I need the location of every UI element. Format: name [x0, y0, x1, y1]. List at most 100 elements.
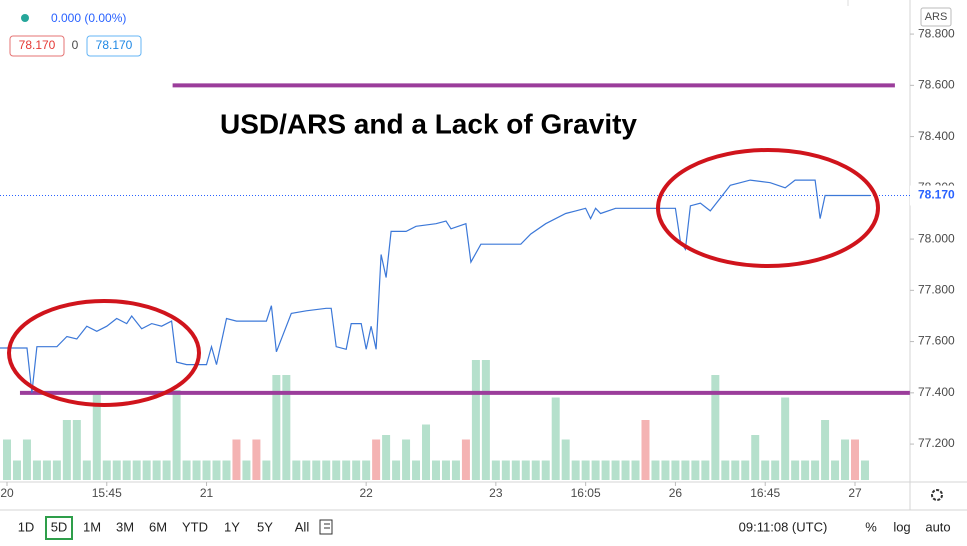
- x-tick-label: 21: [200, 486, 214, 500]
- range-button[interactable]: 1D: [18, 519, 35, 534]
- volume-bar: [491, 460, 500, 480]
- x-tick-label: 26: [669, 486, 683, 500]
- range-button[interactable]: 3M: [116, 519, 134, 534]
- volume-bar: [860, 460, 869, 480]
- y-tick-label: 78.600: [918, 78, 955, 92]
- volume-bar: [32, 460, 41, 480]
- scale-option[interactable]: auto: [925, 519, 950, 534]
- volume-bar: [162, 460, 171, 480]
- toolbar: 1D 5D 1M 3M 6M YTD 1Y 5Y All% log auto: [18, 516, 951, 540]
- settings-icon[interactable]: [931, 489, 943, 501]
- highlight-ellipse: [656, 148, 880, 268]
- volume-bar: [681, 460, 690, 480]
- volume-bar: [711, 375, 720, 480]
- y-tick-label: 77.800: [918, 282, 955, 296]
- volume-bar: [292, 460, 301, 480]
- highlight-ellipse: [7, 299, 201, 407]
- volume-bar: [811, 460, 820, 480]
- volume-bar: [461, 439, 470, 480]
- volume-bar: [651, 460, 660, 480]
- ask: 78.170: [96, 38, 133, 52]
- volume-bar: [362, 460, 371, 480]
- x-tick-label: 27: [848, 486, 862, 500]
- volume-bar: [332, 460, 341, 480]
- volume-bar: [382, 435, 391, 480]
- volume-bar: [741, 460, 750, 480]
- volume-bar: [172, 390, 181, 480]
- volume-bar: [511, 460, 520, 480]
- volume-bar: [412, 460, 421, 480]
- y-tick-label: 78.800: [918, 26, 955, 40]
- range-button[interactable]: 5D: [51, 519, 68, 534]
- range-button[interactable]: 5Y: [257, 519, 273, 534]
- x-tick-label: 20: [0, 486, 14, 500]
- x-tick-label: 16:45: [750, 486, 780, 500]
- volume-bar: [521, 460, 530, 480]
- volume-bar: [82, 460, 91, 480]
- bid-box: [9, 35, 65, 57]
- currency-box: [920, 7, 952, 27]
- volume-bar: [701, 460, 710, 480]
- volume-bar: [212, 460, 221, 480]
- change-text: 0.000 (0.00%): [51, 11, 126, 25]
- volume-bar: [422, 424, 431, 480]
- volume-bar: [342, 460, 351, 480]
- volume-bar: [751, 435, 760, 480]
- range-button[interactable]: 1M: [83, 519, 101, 534]
- x-tick-label: 15:45: [92, 486, 122, 500]
- scale-option[interactable]: %: [865, 519, 877, 534]
- volume-bar: [72, 420, 81, 480]
- volume-bar: [182, 460, 191, 480]
- volume-bar: [481, 360, 490, 480]
- volume-bar: [302, 460, 311, 480]
- volume-bar: [282, 375, 291, 480]
- volume-bar: [791, 460, 800, 480]
- volume-bar: [42, 460, 51, 480]
- x-tick-label: 22: [359, 486, 373, 500]
- volume-bar: [222, 460, 231, 480]
- volume-bar: [372, 439, 381, 480]
- range-button[interactable]: All: [295, 519, 310, 534]
- volume-bar: [262, 460, 271, 480]
- volume-bar: [202, 460, 211, 480]
- volume-bar: [551, 397, 560, 480]
- volume-bar: [112, 460, 121, 480]
- y-tick-label: 77.600: [918, 334, 955, 348]
- volume-bar: [731, 460, 740, 480]
- volume-bar: [771, 460, 780, 480]
- volume-bar: [561, 439, 570, 480]
- spread: 0: [72, 38, 79, 52]
- volume-bar: [52, 460, 61, 480]
- volume-bar: [12, 460, 21, 480]
- volume-bar: [721, 460, 730, 480]
- volume-bar: [142, 460, 151, 480]
- volume-bar: [601, 460, 610, 480]
- volume-bar: [831, 460, 840, 480]
- volume-bar: [402, 439, 411, 480]
- volume-bar: [431, 460, 440, 480]
- volume-bar: [22, 439, 31, 480]
- volume-bar: [471, 360, 480, 480]
- volume-bar: [691, 460, 700, 480]
- range-button[interactable]: 1Y: [224, 519, 240, 534]
- volume-bar: [252, 439, 261, 480]
- range-button[interactable]: 6M: [149, 519, 167, 534]
- volume-bar: [591, 460, 600, 480]
- volume-bar: [92, 394, 101, 480]
- volume-bar: [661, 460, 670, 480]
- volume-bar: [641, 420, 650, 480]
- x-tick-label: 16:05: [571, 486, 601, 500]
- y-tick-label: 77.400: [918, 385, 955, 399]
- range-button[interactable]: YTD: [182, 519, 208, 534]
- scale-option[interactable]: log: [893, 519, 910, 534]
- volume-bar: [62, 420, 71, 480]
- volume-layer: [3, 360, 869, 480]
- bid: 78.170: [19, 38, 56, 52]
- ask-box: [86, 35, 142, 57]
- compare-icon[interactable]: [319, 519, 333, 535]
- volume-bar: [441, 460, 450, 480]
- volume-bar: [122, 460, 131, 480]
- clock: 09:11:08 (UTC): [739, 519, 828, 534]
- volume-bar: [611, 460, 620, 480]
- volume-bar: [451, 460, 460, 480]
